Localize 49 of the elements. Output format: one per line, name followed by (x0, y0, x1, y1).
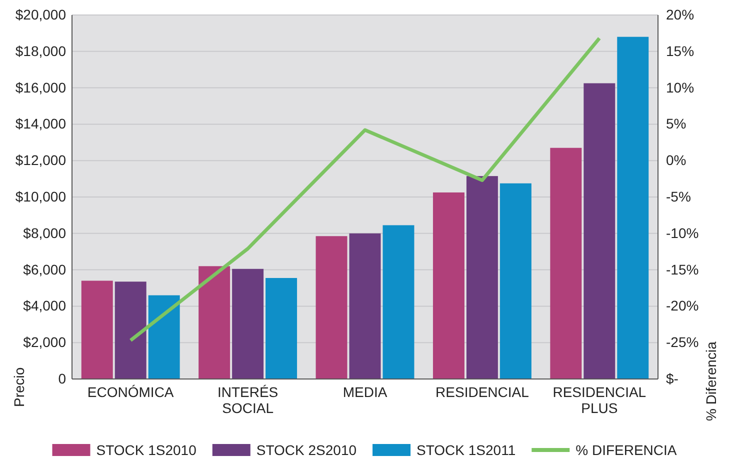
y-tick-label: $8,000 (23, 224, 66, 241)
bar (382, 225, 414, 379)
bar (466, 176, 498, 379)
bar (114, 282, 146, 379)
bar (349, 233, 381, 379)
bar (617, 36, 649, 379)
y-tick-label: $18,000 (15, 42, 66, 59)
y-tick-label: $2,000 (23, 334, 66, 350)
bar (550, 148, 582, 379)
x-tick-label: RESIDENCIAL (436, 384, 530, 400)
line-series (128, 36, 602, 342)
bar (266, 278, 298, 379)
y-tick-label: $12,000 (15, 152, 66, 168)
bar (432, 192, 464, 379)
y2-tick-label: -20% (666, 298, 699, 314)
y-tick-label: $6,000 (23, 261, 66, 278)
bar (584, 83, 616, 379)
x-tick-label: ECONÓMICA (87, 384, 174, 400)
y2-tick-label: -15% (666, 261, 699, 278)
y2-tick-label: -5% (666, 188, 691, 204)
bar (500, 183, 532, 379)
bar (316, 236, 348, 379)
y2-tick-label: 20% (666, 6, 694, 22)
x-tick-label: MEDIA (342, 384, 388, 400)
y2-tick-label: 10% (666, 79, 694, 96)
legend-label: STOCK 1S2011 (416, 442, 516, 458)
bar (198, 266, 230, 379)
legend-label: STOCK 2S2010 (256, 442, 357, 458)
bar (81, 280, 113, 379)
legend-label: STOCK 1S2010 (96, 442, 197, 458)
x-tick-label: RESIDENCIAL PLUS (552, 384, 646, 416)
y-tick-label: $4,000 (23, 298, 66, 314)
y-tick-label: $20,000 (15, 6, 66, 22)
bar (148, 295, 180, 379)
y2-tick-label: 0% (666, 152, 686, 168)
y2-tick-label: -25% (666, 334, 699, 350)
y-tick-label: $14,000 (15, 116, 66, 132)
y-axis-title: Precio (11, 367, 27, 407)
y2-tick-label: 15% (666, 42, 694, 59)
y2-tick-label: -10% (666, 224, 699, 241)
x-tick-label: INTERÉS SOCIAL (217, 384, 278, 416)
legend-label: % DIFERENCIA (576, 442, 678, 458)
y2-axis-title: % Diferencia (703, 341, 719, 421)
y-tick-label: $10,000 (15, 188, 66, 204)
y-tick-label: $16,000 (15, 79, 66, 96)
y-tick-label: 0 (58, 370, 66, 386)
bar (232, 268, 264, 379)
y2-tick-label: 5% (666, 116, 686, 132)
y2-tick-label: $- (666, 370, 679, 386)
